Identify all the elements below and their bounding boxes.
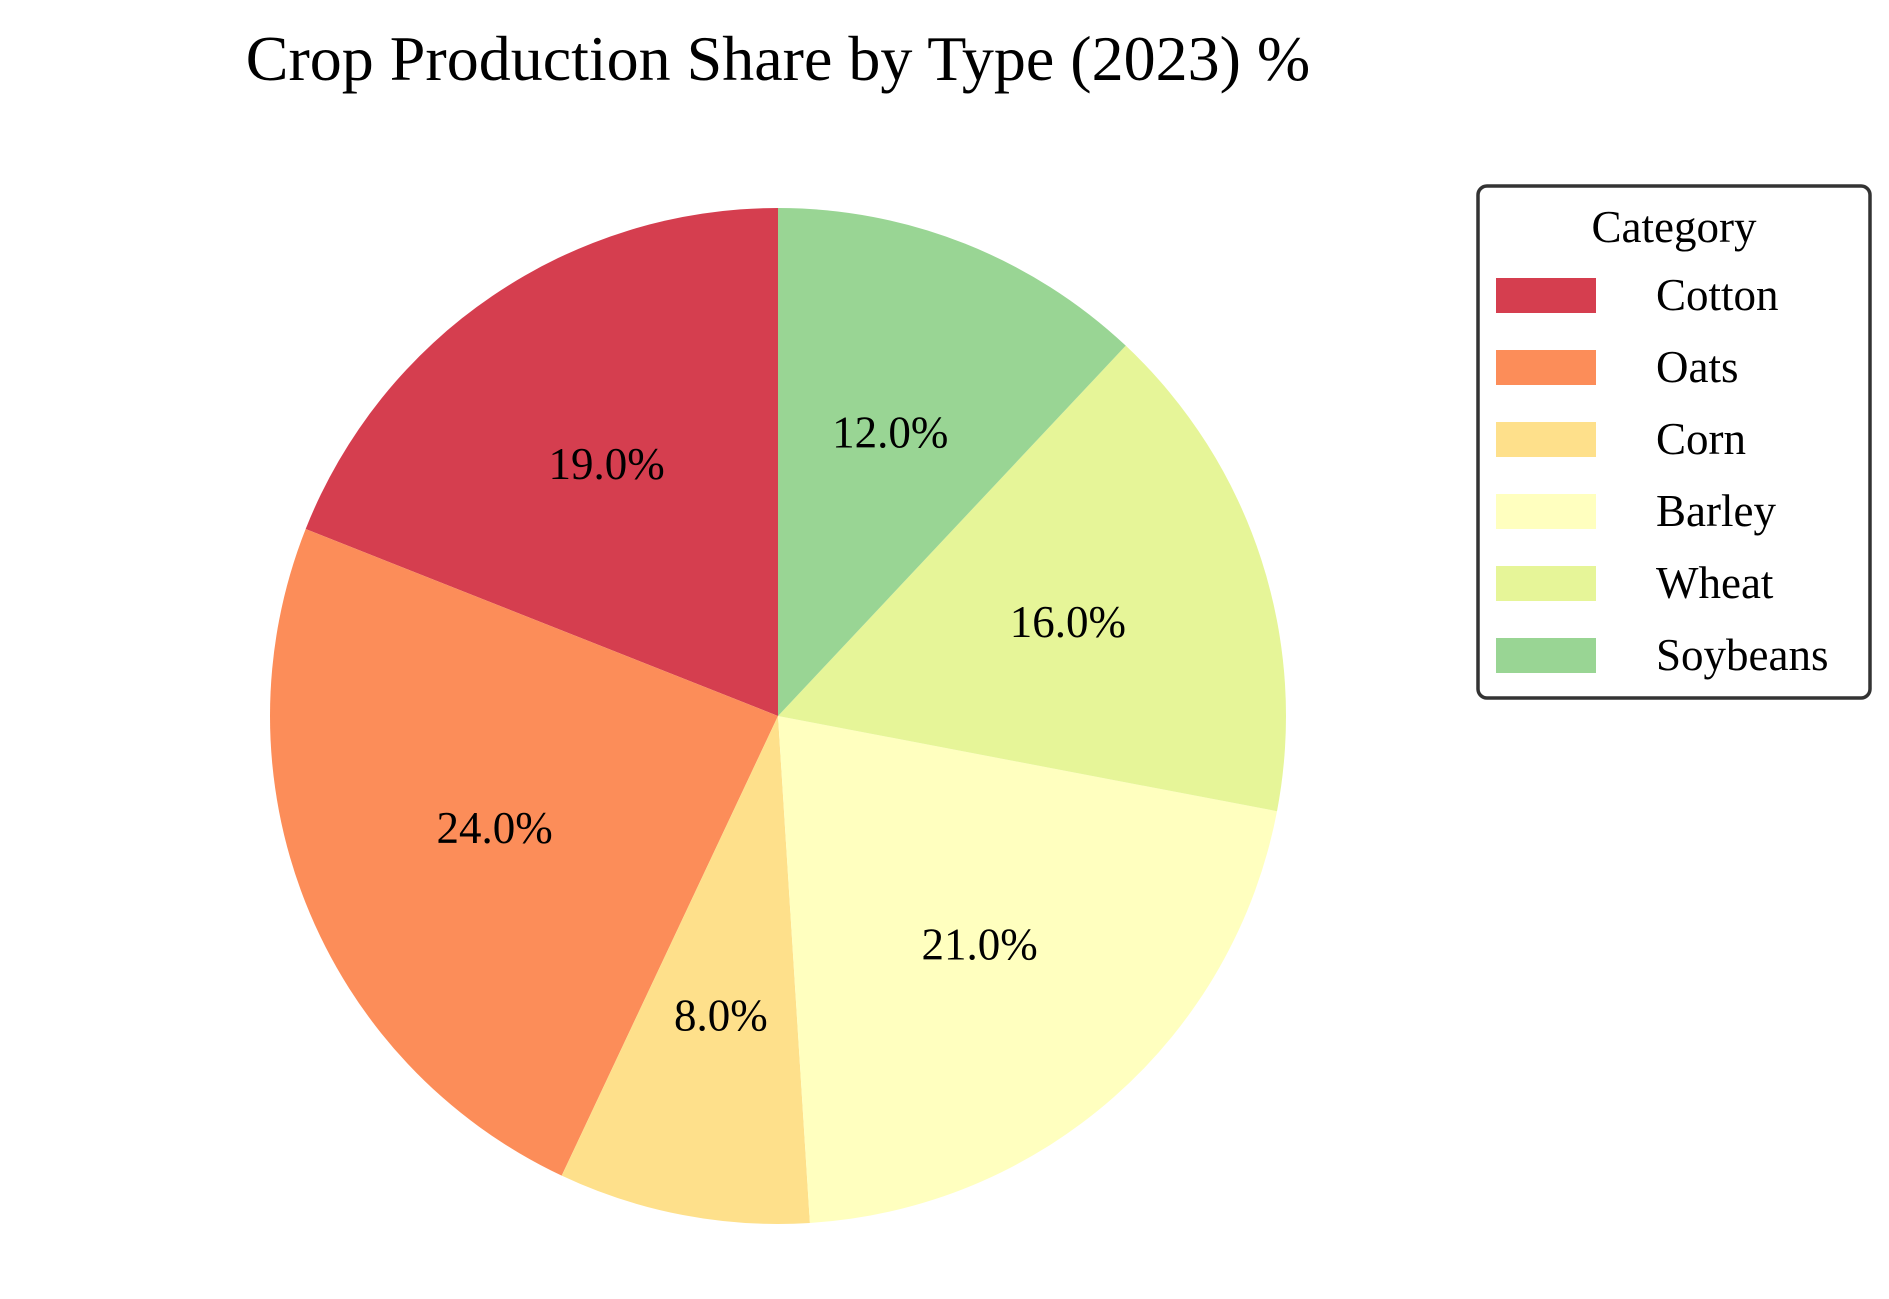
slice-label-barley: 21.0% xyxy=(921,920,1037,970)
legend: Category Cotton Oats Corn Barley Wheat Soybea… xyxy=(1476,184,1872,700)
pie-slice-barley xyxy=(778,716,1278,1223)
legend-label-soybeans: Soybeans xyxy=(1656,630,1829,680)
legend-title: Category xyxy=(1592,202,1757,252)
slice-label-oats: 24.0% xyxy=(436,803,552,853)
pie-slice-wheat xyxy=(778,345,1286,812)
legend-swatch-oats xyxy=(1496,350,1596,385)
pie-slice-labels: 19.0% 24.0% 8.0% 21.0% 16.0% 12.0% xyxy=(436,408,1126,1041)
legend-items: Cotton Oats Corn Barley Wheat Soybeans xyxy=(1496,270,1829,680)
legend-swatch-cotton xyxy=(1496,278,1596,313)
legend-swatch-corn xyxy=(1496,422,1596,457)
legend-label-corn: Corn xyxy=(1656,414,1746,464)
legend-label-oats: Oats xyxy=(1656,342,1739,392)
legend-swatch-soybeans xyxy=(1496,638,1596,673)
pie-slices xyxy=(270,208,1286,1224)
chart-title: Crop Production Share by Type (2023) % xyxy=(246,23,1310,94)
slice-label-soybeans: 12.0% xyxy=(832,408,948,458)
slice-label-wheat: 16.0% xyxy=(1010,597,1126,647)
pie-slice-oats xyxy=(270,528,778,1176)
pie-slice-cotton xyxy=(305,208,778,716)
legend-label-barley: Barley xyxy=(1656,486,1776,536)
pie-slice-soybeans xyxy=(778,208,1126,716)
legend-label-cotton: Cotton xyxy=(1656,270,1779,320)
slice-label-corn: 8.0% xyxy=(674,990,768,1040)
slice-label-cotton: 19.0% xyxy=(549,439,665,489)
legend-label-wheat: Wheat xyxy=(1656,558,1774,608)
pie-slice-corn xyxy=(561,716,810,1224)
legend-swatch-barley xyxy=(1496,494,1596,529)
legend-swatch-wheat xyxy=(1496,566,1596,601)
